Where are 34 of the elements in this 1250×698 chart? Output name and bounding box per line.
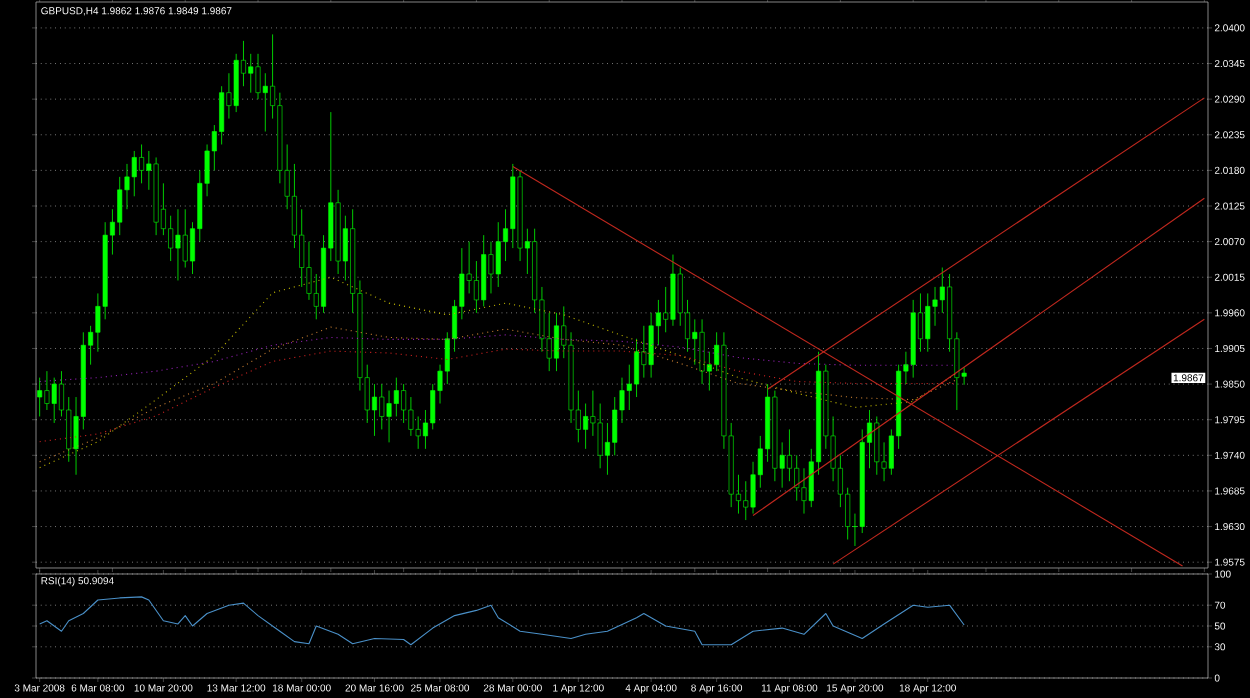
candlestick	[641, 325, 647, 379]
line-series	[39, 326, 958, 463]
candlestick	[175, 208, 181, 281]
candlestick	[44, 370, 50, 411]
candlestick	[743, 480, 749, 521]
candlestick	[219, 85, 225, 145]
candlestick	[495, 221, 501, 288]
candlestick	[925, 293, 931, 353]
candlestick	[634, 338, 640, 398]
candlestick	[874, 416, 880, 476]
candlestick	[262, 72, 268, 132]
candlestick	[583, 403, 589, 450]
candlestick	[248, 53, 254, 94]
candlestick	[51, 377, 57, 424]
candlestick	[233, 53, 239, 113]
candlestick	[670, 254, 676, 327]
candlestick	[801, 467, 807, 515]
candlestick	[648, 312, 654, 379]
candlestick	[255, 53, 261, 100]
candlestick	[386, 390, 392, 443]
candlestick	[488, 241, 494, 294]
candlestick	[401, 383, 407, 424]
candlestick	[306, 241, 312, 301]
candlestick	[139, 144, 145, 184]
line-series	[39, 596, 965, 646]
candlestick	[554, 312, 559, 372]
candlestick	[37, 377, 43, 417]
candlestick	[786, 429, 792, 482]
candlestick	[408, 396, 414, 437]
candlestick	[473, 260, 479, 314]
candlestick	[699, 318, 705, 385]
candlestick	[481, 234, 487, 307]
candlestick	[372, 383, 377, 437]
candlestick	[692, 318, 698, 366]
